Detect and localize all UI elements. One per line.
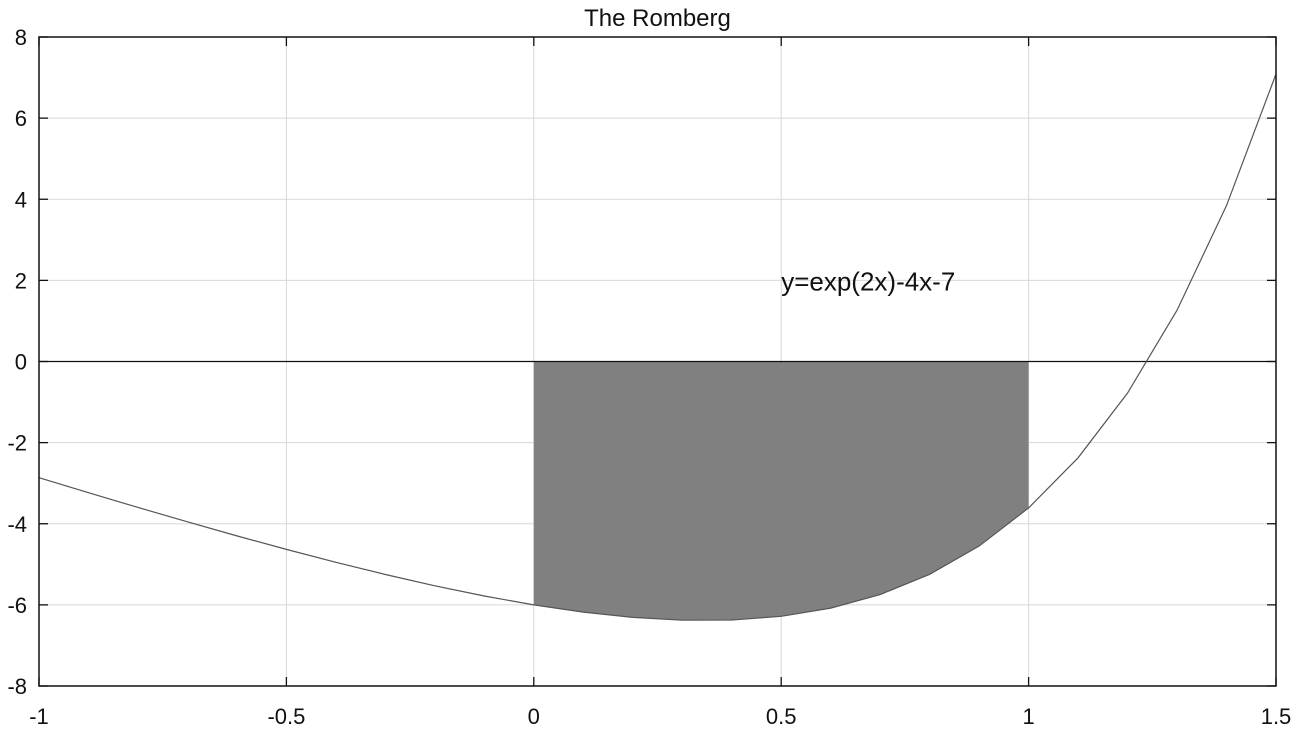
ticks <box>38 36 1277 687</box>
shaded-integral-region <box>533 361 1029 621</box>
y-tick-label: 0 <box>15 350 27 375</box>
series-curve <box>38 73 1277 621</box>
x-tick-label: -0.5 <box>267 704 305 729</box>
chart-title: The Romberg <box>584 5 731 32</box>
y-tick-label: -8 <box>7 674 27 699</box>
y-tick-label: 8 <box>15 25 27 50</box>
x-tick-label: 0 <box>528 704 540 729</box>
y-tick-label: 6 <box>15 106 27 131</box>
y-tick-label: -4 <box>7 512 27 537</box>
y-tick-label: 4 <box>15 187 27 212</box>
x-tick-labels: -1 -0.5 0 0.5 1 1.5 <box>29 704 1291 729</box>
y-tick-label: -6 <box>7 593 27 618</box>
function-annotation: y=exp(2x)-4x-7 <box>781 266 955 296</box>
y-tick-label: 2 <box>15 268 27 293</box>
y-tick-label: -2 <box>7 431 27 456</box>
x-tick-label: 0.5 <box>766 704 797 729</box>
x-tick-label: 1 <box>1022 704 1034 729</box>
x-tick-label: -1 <box>29 704 49 729</box>
y-tick-labels: -8 -6 -4 -2 0 2 4 6 8 <box>7 25 27 699</box>
x-tick-label: 1.5 <box>1261 704 1292 729</box>
